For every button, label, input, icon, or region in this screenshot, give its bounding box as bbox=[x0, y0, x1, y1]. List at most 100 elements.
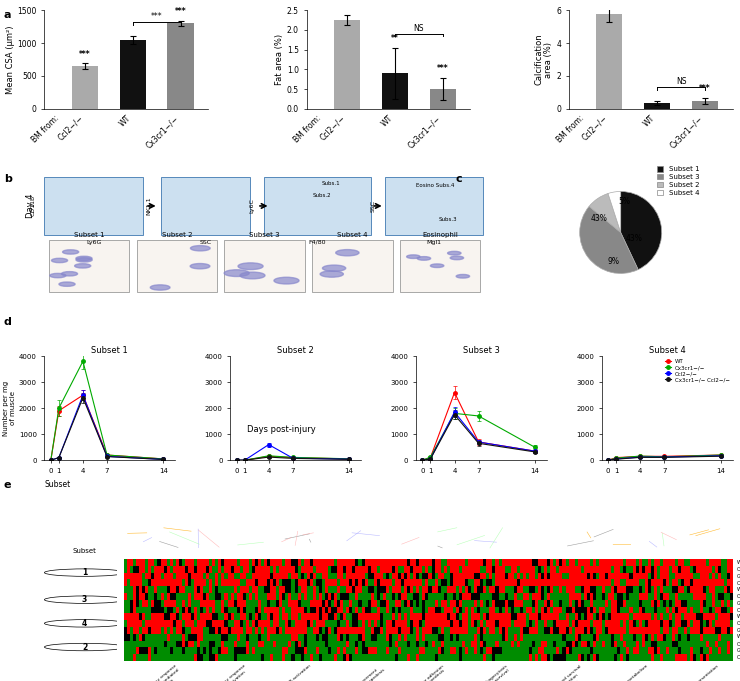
Title: Subset 2: Subset 2 bbox=[278, 347, 314, 355]
Circle shape bbox=[323, 265, 346, 271]
Text: Days post-injury: Days post-injury bbox=[247, 426, 315, 434]
Text: Mgl1: Mgl1 bbox=[426, 240, 441, 244]
Text: ***: *** bbox=[79, 50, 91, 59]
Text: a: a bbox=[4, 10, 11, 20]
Text: WT: WT bbox=[737, 635, 740, 639]
Circle shape bbox=[63, 250, 78, 254]
Text: Day 4: Day 4 bbox=[608, 407, 633, 416]
Text: ***: *** bbox=[699, 84, 710, 93]
Bar bbox=[120, 39, 146, 109]
Text: F4/80: F4/80 bbox=[309, 240, 326, 244]
Circle shape bbox=[50, 273, 66, 278]
Circle shape bbox=[320, 271, 343, 277]
Title: Subset 1: Subset 1 bbox=[92, 347, 128, 355]
Text: Subset 4: Subset 4 bbox=[337, 232, 368, 238]
FancyBboxPatch shape bbox=[161, 177, 250, 235]
Text: NS: NS bbox=[676, 77, 686, 86]
Text: Ly6G: Ly6G bbox=[86, 240, 101, 244]
Text: SSC: SSC bbox=[371, 200, 376, 212]
FancyBboxPatch shape bbox=[400, 240, 480, 291]
Legend: Subset 1, Subset 3, Subset 2, Subset 4: Subset 1, Subset 3, Subset 2, Subset 4 bbox=[654, 163, 702, 199]
Text: 1: 1 bbox=[82, 568, 87, 577]
Bar bbox=[334, 20, 360, 109]
Text: WT: WT bbox=[737, 560, 740, 565]
Text: WT: WT bbox=[737, 614, 740, 619]
Text: 4: 4 bbox=[82, 619, 87, 628]
Text: Cell death and survival
DNA replication
proliferation: Cell death and survival DNA replication … bbox=[542, 664, 589, 681]
Text: Cx3cr1−/−: Cx3cr1−/− bbox=[737, 621, 740, 626]
Bar bbox=[596, 14, 622, 109]
Circle shape bbox=[431, 264, 444, 268]
Text: LXR/RXR activation: LXR/RXR activation bbox=[278, 664, 312, 681]
Circle shape bbox=[61, 272, 78, 276]
Text: Subs.3: Subs.3 bbox=[438, 217, 457, 222]
Text: Inflammatory response
VDR/RXR activation: Inflammatory response VDR/RXR activation bbox=[205, 664, 249, 681]
Y-axis label: Mean CSA (μm²): Mean CSA (μm²) bbox=[6, 25, 15, 94]
Bar bbox=[692, 101, 718, 109]
Text: Subset: Subset bbox=[44, 480, 70, 489]
FancyBboxPatch shape bbox=[263, 177, 371, 235]
Text: 3: 3 bbox=[82, 595, 87, 604]
Text: CD11b: CD11b bbox=[30, 195, 36, 217]
Text: Ccl2−/−: Ccl2−/− bbox=[737, 648, 740, 653]
Circle shape bbox=[224, 270, 249, 276]
Circle shape bbox=[274, 277, 299, 284]
Text: Subs.2: Subs.2 bbox=[313, 193, 332, 197]
Text: SSC: SSC bbox=[200, 240, 212, 244]
Legend: WT, Cx3cr1−/−, Ccl2−/−, Cx3cr1−/− Ccl2−/−: WT, Cx3cr1−/−, Ccl2−/−, Cx3cr1−/− Ccl2−/… bbox=[663, 357, 733, 385]
Text: Day 4: Day 4 bbox=[27, 193, 36, 218]
Text: Cx3cr1−/−: Cx3cr1−/− bbox=[737, 641, 740, 646]
Circle shape bbox=[417, 257, 431, 260]
Text: Ly6C: Ly6C bbox=[250, 199, 255, 213]
Wedge shape bbox=[579, 206, 638, 274]
Wedge shape bbox=[589, 193, 621, 232]
Title: Subset 3: Subset 3 bbox=[463, 347, 500, 355]
Circle shape bbox=[240, 272, 265, 279]
FancyBboxPatch shape bbox=[224, 240, 305, 291]
Circle shape bbox=[76, 257, 92, 262]
Text: Eosino Subs.4: Eosino Subs.4 bbox=[416, 183, 454, 188]
FancyBboxPatch shape bbox=[137, 240, 217, 291]
Text: 2: 2 bbox=[82, 643, 87, 652]
Text: **: ** bbox=[391, 34, 399, 43]
Text: e: e bbox=[4, 480, 11, 490]
Text: Phagocytosis
and survival: Phagocytosis and survival bbox=[484, 664, 511, 681]
FancyBboxPatch shape bbox=[49, 240, 130, 291]
Text: Cellular movement
adhesion and diapedesis: Cellular movement adhesion and diapedesi… bbox=[339, 664, 386, 681]
Text: Cellular adhesion
and diapedesis: Cellular adhesion and diapedesis bbox=[413, 664, 447, 681]
Text: Inflammatory response
Fcγ receptor-mediated
phagocytosis: Inflammatory response Fcγ receptor-media… bbox=[136, 664, 183, 681]
Text: NS: NS bbox=[414, 24, 424, 33]
Text: Cx3cr1−/− Ccl2−/−: Cx3cr1−/− Ccl2−/− bbox=[737, 580, 740, 585]
Circle shape bbox=[76, 256, 92, 261]
Text: Ccl2−/−: Ccl2−/− bbox=[737, 628, 740, 633]
Circle shape bbox=[59, 282, 75, 286]
Text: Eosinophil: Eosinophil bbox=[422, 232, 458, 238]
Text: Ccl2−/−: Ccl2−/− bbox=[737, 601, 740, 605]
Wedge shape bbox=[621, 191, 662, 270]
Wedge shape bbox=[608, 191, 621, 232]
Text: b: b bbox=[4, 174, 12, 184]
Circle shape bbox=[52, 258, 67, 263]
Circle shape bbox=[336, 250, 359, 256]
Text: Ccl2−/−: Ccl2−/− bbox=[737, 573, 740, 578]
Text: c: c bbox=[455, 174, 462, 184]
Circle shape bbox=[150, 285, 170, 290]
Text: 9%: 9% bbox=[608, 257, 619, 266]
Text: ***: *** bbox=[175, 7, 186, 16]
Text: NK1.1: NK1.1 bbox=[147, 197, 152, 215]
Text: Subset: Subset bbox=[73, 548, 96, 554]
Circle shape bbox=[238, 263, 263, 270]
Bar bbox=[167, 23, 194, 109]
Bar bbox=[644, 103, 670, 109]
Text: ***: *** bbox=[151, 12, 163, 21]
Text: Cx3cr1−/−: Cx3cr1−/− bbox=[737, 567, 740, 572]
Text: Subset 3: Subset 3 bbox=[249, 232, 280, 238]
Text: Subset 1: Subset 1 bbox=[74, 232, 104, 238]
FancyBboxPatch shape bbox=[312, 240, 393, 291]
Text: WT: WT bbox=[737, 587, 740, 592]
Circle shape bbox=[450, 256, 463, 259]
Text: Lipid metabolism: Lipid metabolism bbox=[617, 664, 648, 681]
Title: Subset 4: Subset 4 bbox=[649, 347, 685, 355]
Bar bbox=[382, 74, 408, 109]
Y-axis label: Fat area (%): Fat area (%) bbox=[275, 34, 284, 85]
